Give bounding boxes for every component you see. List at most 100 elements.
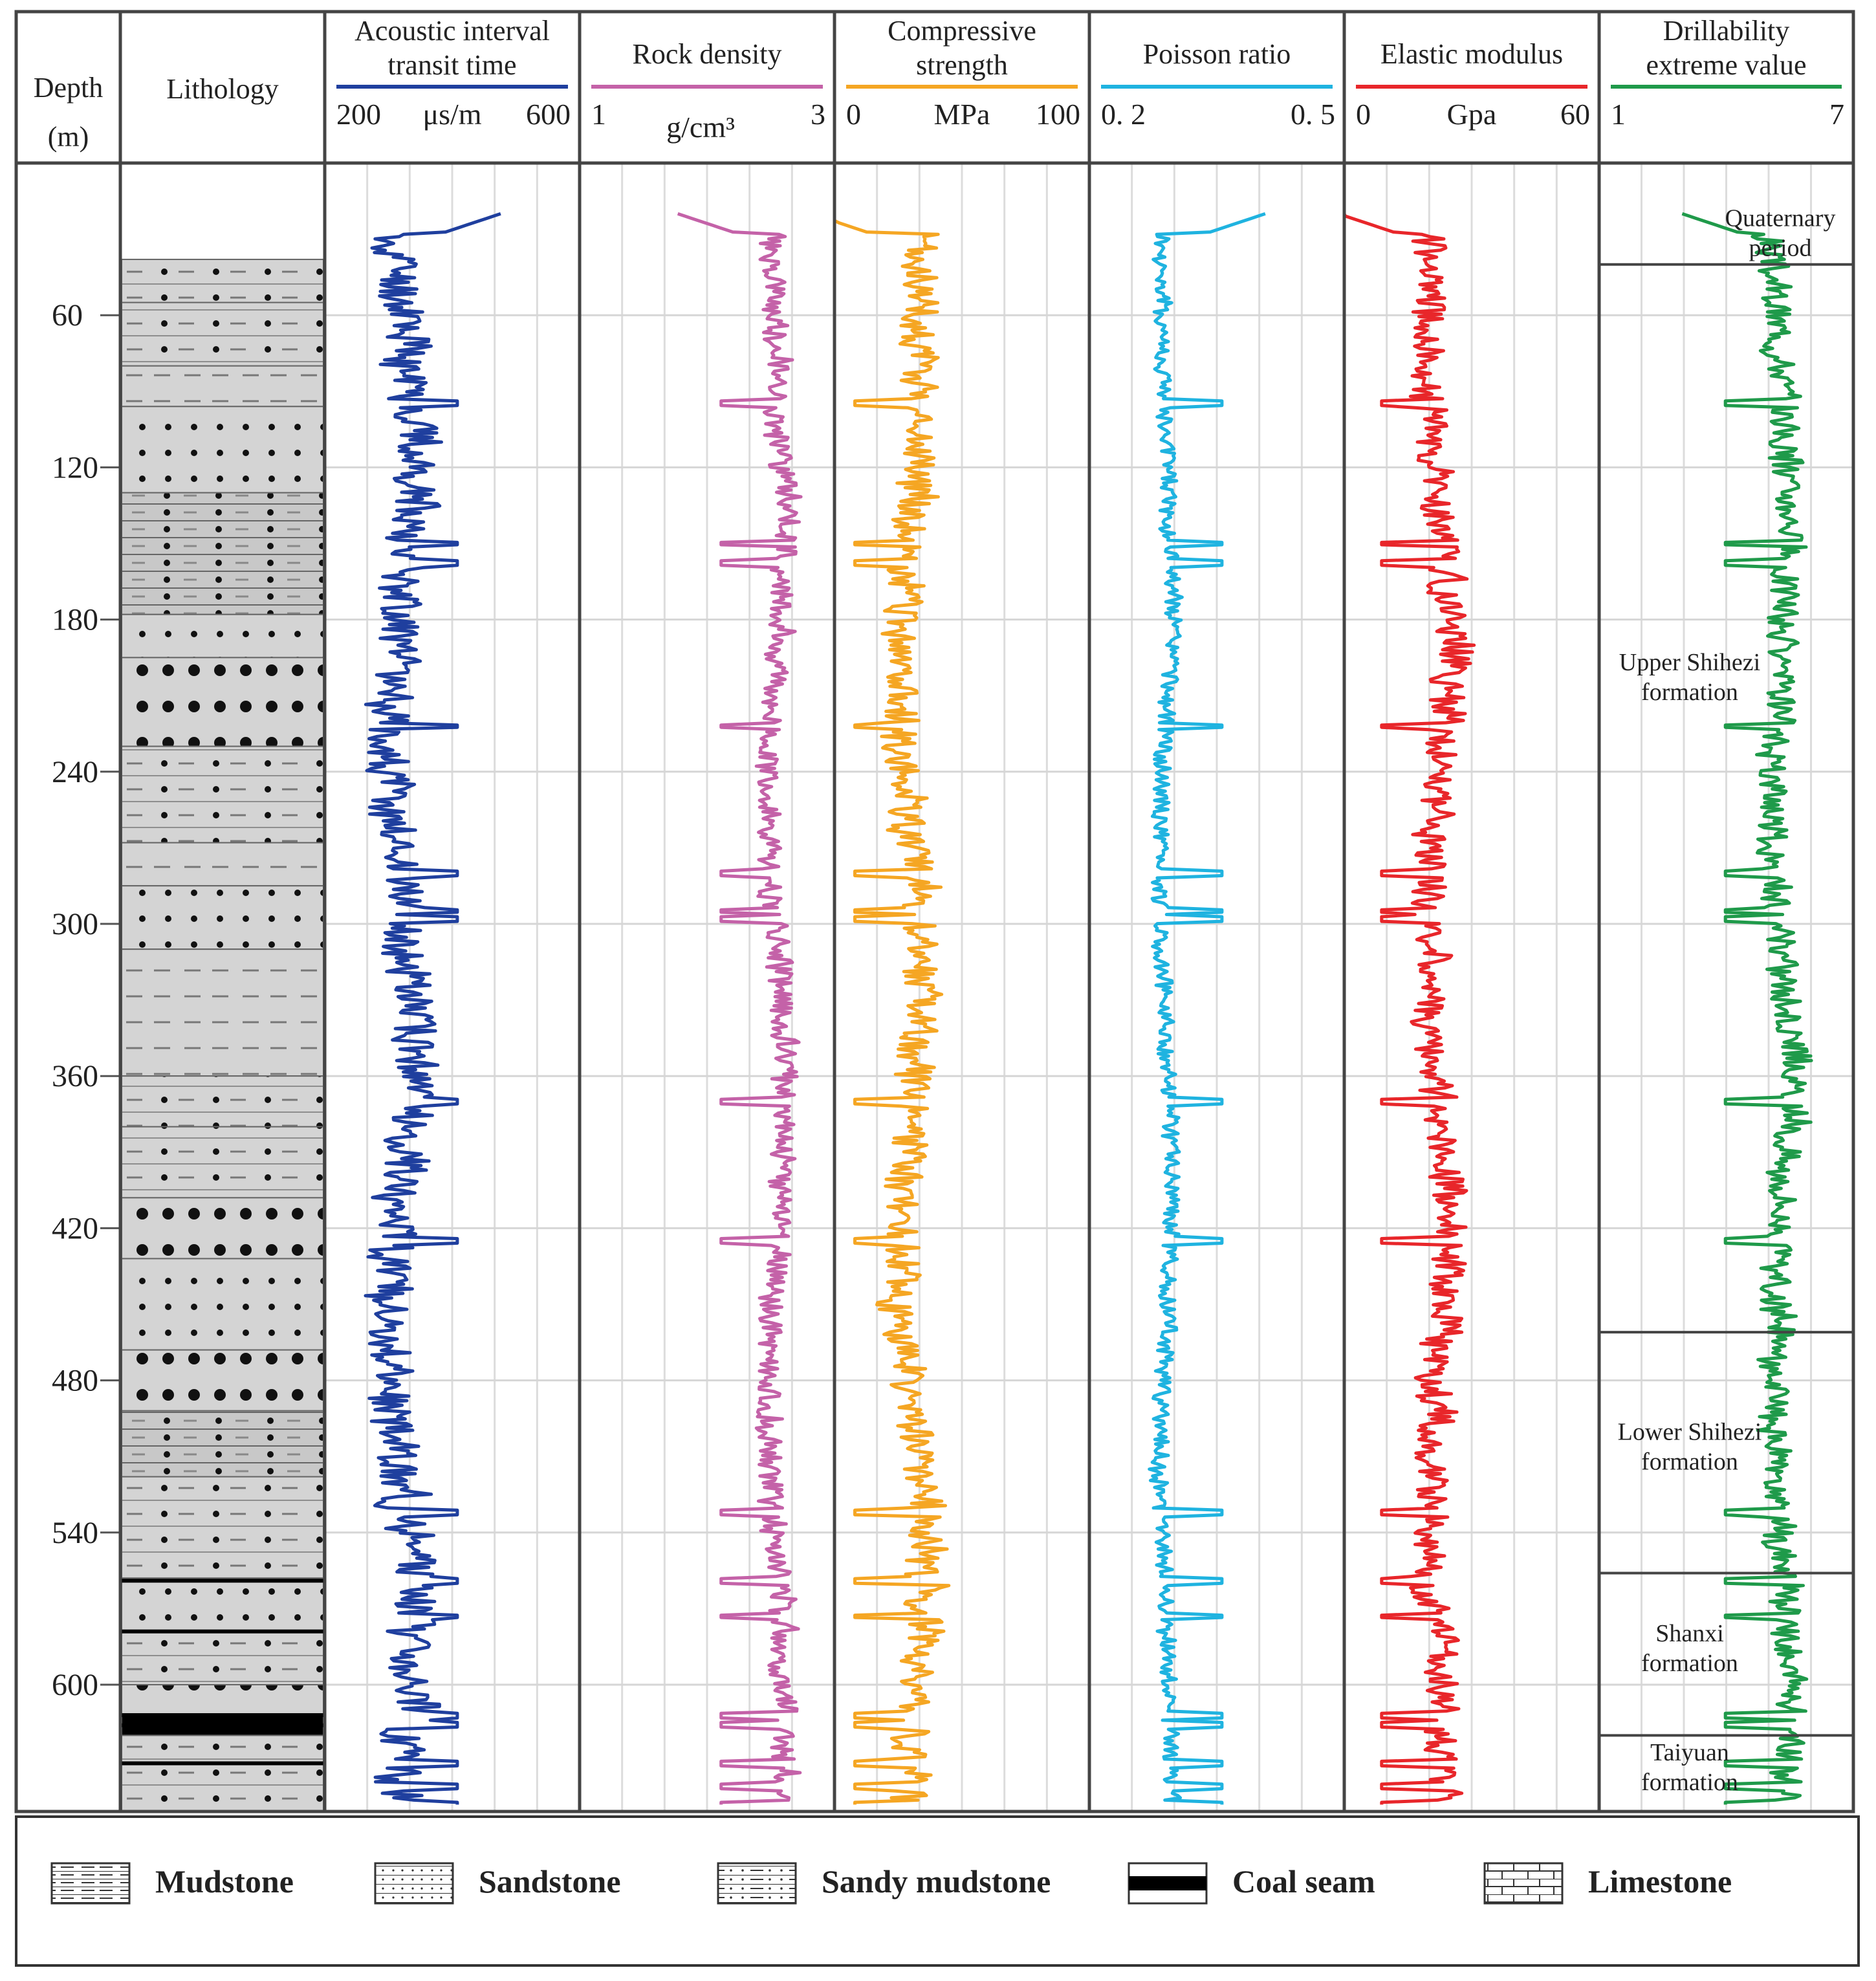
track-unit: Gpa (1447, 98, 1497, 131)
coal-seam-band (122, 1629, 323, 1634)
formation-label: formation (1641, 679, 1738, 706)
legend-label: Limestone (1588, 1863, 1732, 1899)
legend-label: Sandstone (479, 1863, 621, 1899)
formation-label: period (1749, 235, 1811, 262)
track-title: Drillability (1663, 15, 1790, 47)
track-min-label: 0 (1356, 98, 1371, 131)
lithology-layer (121, 885, 324, 950)
coal-seam-band (122, 1713, 323, 1718)
formation-label: Taiyuan (1650, 1739, 1729, 1766)
lithology-layer (121, 745, 324, 844)
outer-frame (14, 10, 1855, 1813)
track-max-label: 3 (811, 98, 825, 131)
lithology-layer (121, 1258, 324, 1351)
track-max-label: 7 (1829, 98, 1844, 131)
legend-swatch-sandy-mudstone (717, 1862, 797, 1905)
lithology-layer (121, 842, 324, 887)
track-title: Acoustic interval (354, 15, 550, 47)
depth-tick-label: 120 (52, 450, 98, 485)
log-curve-track-1 (364, 212, 501, 1805)
formation-labels: Quaternary period Upper Shihezi formation Lo… (1599, 205, 1853, 1796)
depth-tick-label: 480 (52, 1364, 98, 1398)
track-title: Compressive (888, 15, 1036, 47)
log-curve-track-6 (1681, 212, 1813, 1805)
log-curves (364, 212, 1813, 1805)
lithology-layer (121, 1684, 324, 1716)
log-curve-track-4 (1148, 212, 1266, 1805)
depth-axis-title: Depth (34, 72, 104, 104)
lithology-title: Lithology (166, 73, 279, 105)
coal-seam-band (122, 1723, 323, 1727)
formation-label: Shanxi (1655, 1620, 1724, 1647)
depth-tick-label: 540 (52, 1516, 98, 1550)
formation-label: formation (1641, 1448, 1738, 1475)
lithology-layer (121, 492, 324, 615)
depth-tick-label: 240 (52, 755, 98, 789)
legend-label: Sandy mudstone (822, 1863, 1051, 1899)
track-unit: MPa (934, 98, 990, 131)
formation-label: formation (1641, 1650, 1738, 1677)
depth-tick-label: 600 (52, 1668, 98, 1702)
formation-label: formation (1641, 1769, 1738, 1796)
track-max-label: 600 (526, 98, 571, 131)
lithology-layer (121, 1197, 324, 1260)
track-title: Poisson ratio (1143, 38, 1291, 70)
legend-swatch-mudstone (50, 1862, 131, 1905)
header-row: Depth (m) Lithology Acoustic intervaltransi… (34, 15, 1844, 153)
track-title: extreme value (1646, 49, 1807, 81)
track-title: transit time (387, 49, 516, 81)
log-curve-track-5 (1342, 213, 1476, 1805)
lithology-layer (121, 1410, 324, 1478)
track-max-label: 0. 5 (1291, 98, 1335, 131)
legend-swatch-sandstone (374, 1862, 454, 1905)
lithology-layer (121, 613, 324, 659)
lithology-layer (121, 258, 324, 303)
lithology-layer (121, 1349, 324, 1412)
lithology-layer (121, 948, 324, 1077)
track-max-label: 60 (1560, 98, 1590, 131)
lithology-layer (121, 406, 324, 494)
depth-tick-label: 300 (52, 907, 98, 941)
track-min-label: 0 (846, 98, 861, 131)
track-unit: μs/m (422, 98, 481, 131)
track-title: strength (916, 49, 1008, 81)
track-min-label: 1 (591, 98, 606, 131)
depth-tick-label: 180 (52, 603, 98, 637)
lithology-layer (121, 365, 324, 408)
depth-tick-label: 420 (52, 1211, 98, 1245)
lithology-layer (121, 1126, 324, 1199)
track-min-label: 200 (336, 98, 381, 131)
depth-tick-label: 60 (52, 298, 83, 333)
formation-label: Quaternary (1725, 205, 1836, 232)
lithology-column (121, 258, 324, 1812)
lithology-layer (121, 301, 324, 367)
legend-label: Mudstone (155, 1863, 294, 1899)
track-title: Rock density (633, 38, 782, 70)
track-min-label: 0. 2 (1101, 98, 1146, 131)
lithology-layer (121, 1630, 324, 1685)
lithology-layer (121, 1476, 324, 1579)
log-curve-track-3 (833, 213, 951, 1805)
legend-coal-band (1129, 1876, 1206, 1890)
formation-label: Upper Shihezi (1619, 649, 1760, 676)
lithology-layer (121, 1577, 324, 1632)
lithology-layer (121, 657, 324, 747)
track-title: Elastic modulus (1380, 38, 1563, 70)
chart-frame (14, 10, 1855, 1813)
track-min-label: 1 (1611, 98, 1626, 131)
lithology-layer (121, 1075, 324, 1128)
track-max-label: 100 (1036, 98, 1080, 131)
depth-tick-label: 360 (52, 1059, 98, 1093)
track-unit: g/cm³ (666, 111, 735, 144)
depth-axis-unit: (m) (48, 121, 89, 153)
legend-label: Coal seam (1232, 1863, 1375, 1899)
coal-seam-band (122, 1579, 323, 1583)
formation-label: Lower Shihezi (1618, 1418, 1762, 1445)
lithology-layer (121, 1735, 324, 1812)
legend-swatch-limestone (1483, 1862, 1564, 1905)
legend: Mudstone Sandstone Sandy mudstone Coal seam… (15, 1815, 1860, 1967)
coal-seam-band (122, 1761, 323, 1766)
log-curve-track-2 (677, 212, 803, 1805)
